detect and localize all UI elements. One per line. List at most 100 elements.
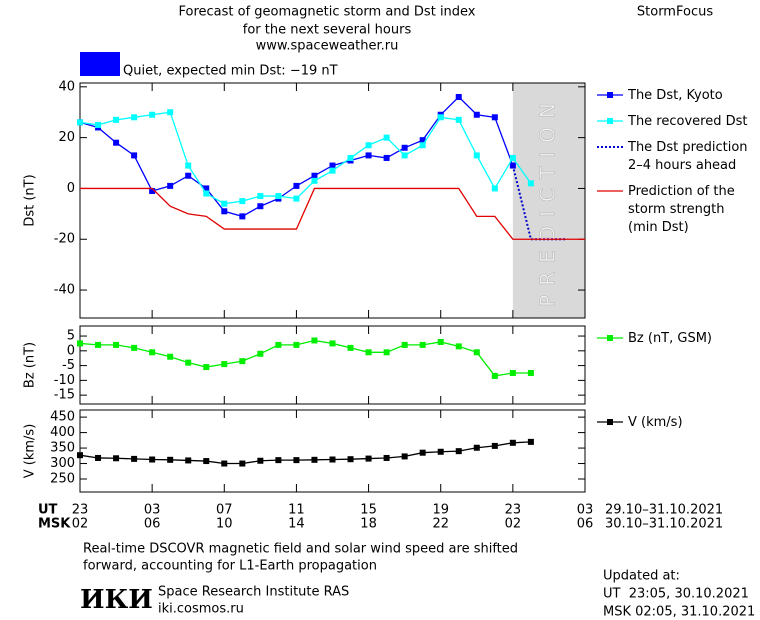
y-tick-label: 20 (58, 130, 75, 145)
series-marker (149, 111, 156, 118)
series-marker (329, 162, 336, 169)
logo: ИКИ (80, 585, 153, 615)
note: forward, accounting for L1-Earth propaga… (83, 559, 377, 574)
series-marker (347, 456, 354, 463)
y-axis-label: V (km/s) (23, 424, 38, 479)
y-tick-label: 450 (50, 410, 75, 425)
series-marker (113, 116, 120, 123)
prediction-zone (512, 83, 585, 318)
y-tick-label: 400 (50, 425, 75, 440)
y-tick-label: 250 (50, 472, 75, 487)
series-marker (383, 349, 390, 356)
series-marker (329, 340, 336, 347)
series-marker (365, 455, 372, 462)
x-tick-label: 18 (360, 517, 377, 532)
series-marker (203, 185, 210, 192)
x-tick-label: 03 (577, 503, 594, 518)
x-tick-label: 14 (288, 517, 305, 532)
series-marker (401, 453, 408, 460)
series-marker (473, 152, 480, 159)
x-row-name: MSK (38, 517, 71, 532)
series-marker (365, 152, 372, 159)
series-marker (113, 341, 120, 348)
series-marker (185, 172, 192, 179)
x-tick-label: 11 (288, 503, 305, 518)
x-tick-label: 10 (216, 517, 233, 532)
series-marker (347, 344, 354, 351)
series-marker (239, 198, 246, 205)
series-marker (329, 167, 336, 174)
site: iki.cosmos.ru (158, 602, 244, 617)
series-marker (149, 349, 156, 356)
series-marker (275, 457, 282, 464)
series-marker (293, 182, 300, 189)
x-tick-label: 23 (72, 503, 89, 518)
series-line (79, 111, 532, 205)
x-row-name: UT (38, 503, 58, 518)
series-marker (383, 154, 390, 161)
series-marker (473, 444, 480, 451)
series-line (511, 165, 567, 241)
y-axis-label: Bz (nT) (23, 342, 38, 388)
series-marker (509, 154, 516, 161)
series-marker (329, 456, 336, 463)
series-marker (257, 350, 264, 357)
series-marker (455, 93, 462, 100)
series-marker (311, 337, 318, 344)
series-marker (383, 134, 390, 141)
series-marker (365, 142, 372, 149)
series-marker (113, 139, 120, 146)
series-marker (221, 208, 228, 215)
status-text: Quiet, expected min Dst: −19 nT (123, 64, 338, 79)
prediction-label: PREDICTION (535, 94, 559, 307)
x-tick-label: 06 (577, 517, 594, 532)
series-marker (239, 213, 246, 220)
legend-marker (607, 335, 613, 341)
plot-frame (79, 82, 586, 319)
series-marker (419, 142, 426, 149)
series-marker (401, 152, 408, 159)
series-marker (131, 114, 138, 121)
series-marker (437, 338, 444, 345)
series-marker (473, 111, 480, 118)
title: for the next several hours (243, 23, 412, 38)
series-marker (437, 114, 444, 121)
x-tick-label: 02 (72, 517, 89, 532)
title: www.spaceweather.ru (256, 39, 399, 54)
series-marker (77, 119, 83, 126)
series-marker (455, 448, 462, 455)
series-marker (473, 349, 480, 356)
series-marker (167, 182, 174, 189)
series-marker (185, 162, 192, 169)
y-tick-label: 300 (50, 456, 75, 471)
x-tick-label: 07 (216, 503, 233, 518)
series-marker (221, 460, 228, 467)
series-marker (383, 454, 390, 461)
series-marker (311, 456, 318, 463)
series-marker (491, 442, 498, 449)
series-marker (275, 193, 282, 200)
series-marker (221, 200, 228, 207)
series-line (80, 187, 585, 240)
x-tick-label: 19 (432, 503, 449, 518)
series-marker (185, 457, 192, 464)
brand: StormFocus (637, 5, 713, 20)
y-tick-label: -20 (54, 232, 75, 247)
x-tick-label: 03 (144, 503, 161, 518)
series-marker (401, 341, 408, 348)
series-line (79, 339, 531, 377)
series-marker (437, 448, 444, 455)
series-marker (311, 172, 318, 179)
series-marker (491, 185, 498, 192)
y-tick-label: -40 (54, 283, 75, 298)
series-marker (113, 455, 120, 462)
y-tick-label: -10 (54, 373, 75, 388)
series-marker (257, 457, 264, 464)
series-marker (527, 369, 534, 376)
legend-label: Bz (nT, GSM) (628, 331, 712, 346)
date-range: 29.10–31.10.2021 (605, 503, 723, 518)
series-marker (347, 154, 354, 161)
legend-label: The Dst, Kyoto (627, 88, 723, 103)
series-marker (131, 344, 138, 351)
series-marker (95, 454, 102, 461)
